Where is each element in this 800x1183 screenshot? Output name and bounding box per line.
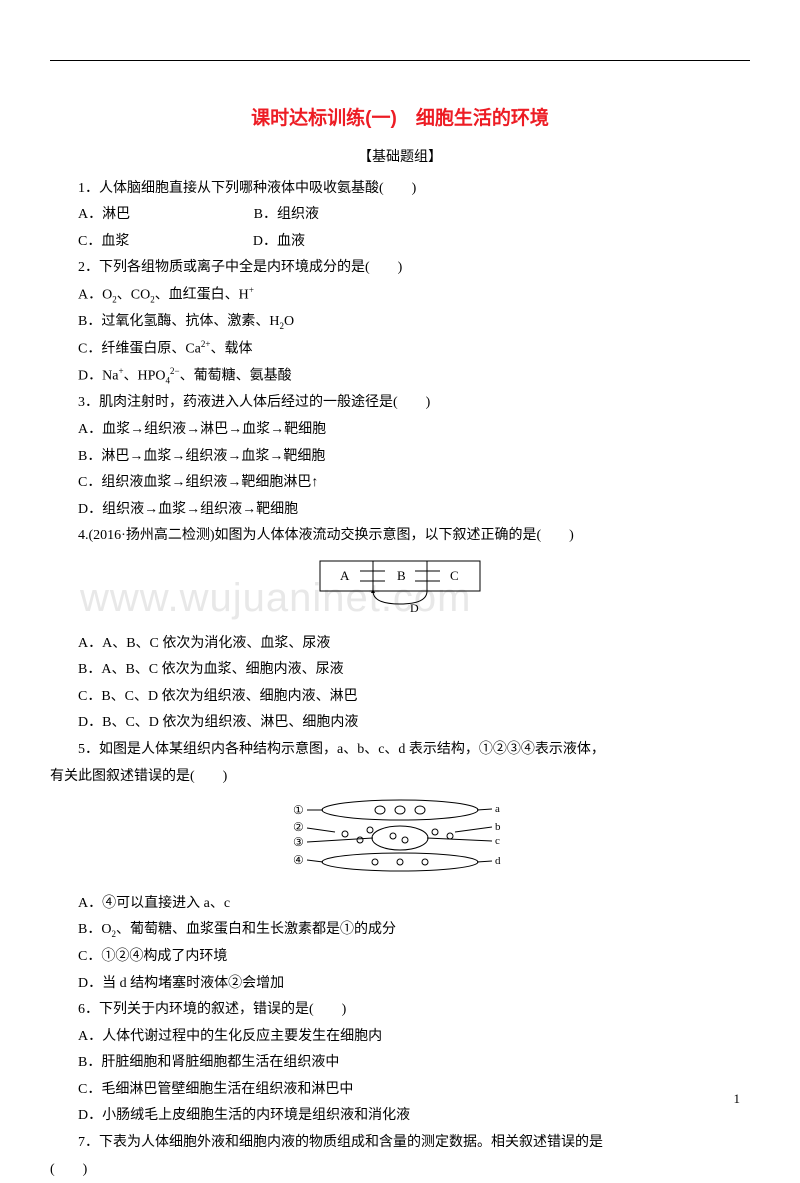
q2-opt-d: D．Na+、HPO42−、葡萄糖、氨基酸 <box>78 363 750 390</box>
q2-c-p1: C．纤维蛋白原、Ca <box>78 342 201 357</box>
svg-text:a: a <box>495 803 500 815</box>
page-title: 课时达标训练(一) 细胞生活的环境 <box>50 101 750 137</box>
top-rule <box>50 60 750 61</box>
q4-opt-a: A．A、B、C 依次为消化液、血浆、尿液 <box>78 631 750 658</box>
q1-opts-row1: A．淋巴 B．组织液 <box>78 202 750 229</box>
q6-opt-d: D．小肠绒毛上皮细胞生活的内环境是组织液和消化液 <box>78 1103 750 1130</box>
q1-opt-c: C．血浆 <box>78 234 129 249</box>
q4-figure: A B C D <box>50 556 750 625</box>
q2-a-p1: A．O <box>78 288 112 303</box>
q5-b-p1: B．O <box>78 922 111 937</box>
q5-b-p2: 、葡萄糖、血浆蛋白和生长激素都是①的成分 <box>116 922 396 937</box>
q2-opt-b: B．过氧化氢酶、抗体、激素、H2O <box>78 309 750 336</box>
section-subtitle: 【基础题组】 <box>50 145 750 172</box>
q7-stem2: ( ) <box>50 1157 750 1183</box>
q5-opt-b: B．O2、葡萄糖、血浆蛋白和生长激素都是①的成分 <box>78 917 750 944</box>
q1-stem: 1．人体脑细胞直接从下列哪种液体中吸收氨基酸( ) <box>78 176 750 203</box>
svg-text:④: ④ <box>293 853 304 867</box>
q6-stem: 6．下列关于内环境的叙述，错误的是( ) <box>78 997 750 1024</box>
svg-text:②: ② <box>293 820 304 834</box>
q2-d-p3: 、葡萄糖、氨基酸 <box>180 369 292 384</box>
q3-opt-d: D．组织液→血浆→组织液→靶细胞 <box>78 497 750 524</box>
svg-text:③: ③ <box>293 835 304 849</box>
fig-label-c: C <box>450 568 459 583</box>
q6-opt-c: C．毛细淋巴管壁细胞生活在组织液和淋巴中 <box>78 1077 750 1104</box>
fig-label-b: B <box>397 568 406 583</box>
sup-2minus: 2− <box>170 366 180 376</box>
svg-text:d: d <box>495 855 501 867</box>
q2-c-p2: 、载体 <box>210 342 252 357</box>
document-content: 课时达标训练(一) 细胞生活的环境 【基础题组】 1．人体脑细胞直接从下列哪种液… <box>50 60 750 1183</box>
fig-label-d: D <box>410 601 419 614</box>
q2-stem: 2．下列各组物质或离子中全是内环境成分的是( ) <box>78 255 750 282</box>
q3-stem: 3．肌肉注射时，药液进入人体后经过的一般途径是( ) <box>78 390 750 417</box>
q3-opt-b: B．淋巴→血浆→组织液→血浆→靶细胞 <box>78 444 750 471</box>
q1-opt-d: D．血液 <box>253 229 305 256</box>
fig-label-a: A <box>340 568 350 583</box>
q2-a-p2: 、CO <box>117 288 150 303</box>
q2-d-p1: D．Na <box>78 369 118 384</box>
svg-text:c: c <box>495 835 500 847</box>
q1-opts-row2: C．血浆 D．血液 <box>78 229 750 256</box>
sub-4: 4 <box>166 376 171 386</box>
q6-opt-b: B．肝脏细胞和肾脏细胞都生活在组织液中 <box>78 1050 750 1077</box>
q5-opt-d: D．当 d 结构堵塞时液体②会增加 <box>78 971 750 998</box>
q5-figure: ① ② ③ ④ a b c d <box>50 796 750 885</box>
q5-opt-a: A．④可以直接进入 a、c <box>78 891 750 918</box>
q1-opt-b: B．组织液 <box>254 202 319 229</box>
q4-opt-b: B．A、B、C 依次为血浆、细胞内液、尿液 <box>78 657 750 684</box>
q2-b-p2: O <box>284 314 294 329</box>
q3-opt-a: A．血浆→组织液→淋巴→血浆→靶细胞 <box>78 417 750 444</box>
q5-opt-c: C．①②④构成了内环境 <box>78 944 750 971</box>
q5-stem2: 有关此图叙述错误的是( ) <box>50 764 750 791</box>
q2-a-p3: 、血红蛋白、H <box>155 288 249 303</box>
q4-stem: 4.(2016·扬州高二检测)如图为人体体液流动交换示意图，以下叙述正确的是( … <box>78 523 750 550</box>
q5-stem1: 5．如图是人体某组织内各种结构示意图，a、b、c、d 表示结构，①②③④表示液体… <box>78 737 750 764</box>
q7-stem1: 7．下表为人体细胞外液和细胞内液的物质组成和含量的测定数据。相关叙述错误的是 <box>78 1130 750 1157</box>
svg-text:b: b <box>495 821 501 833</box>
q2-b-p1: B．过氧化氢酶、抗体、激素、H <box>78 314 279 329</box>
svg-text:①: ① <box>293 803 304 817</box>
q4-opt-d: D．B、C、D 依次为组织液、淋巴、细胞内液 <box>78 710 750 737</box>
q1-opt-a: A．淋巴 <box>78 207 130 222</box>
q6-opt-a: A．人体代谢过程中的生化反应主要发生在细胞内 <box>78 1024 750 1051</box>
q2-opt-a: A．O2、CO2、血红蛋白、H+ <box>78 282 750 309</box>
q2-opt-c: C．纤维蛋白原、Ca2+、载体 <box>78 336 750 363</box>
q3-opt-c: C．组织液血浆→组织液→靶细胞淋巴↑ <box>78 470 750 497</box>
q4-opt-c: C．B、C、D 依次为组织液、细胞内液、淋巴 <box>78 684 750 711</box>
q2-d-p2: 、HPO <box>124 369 166 384</box>
sup-plus: + <box>249 285 254 295</box>
